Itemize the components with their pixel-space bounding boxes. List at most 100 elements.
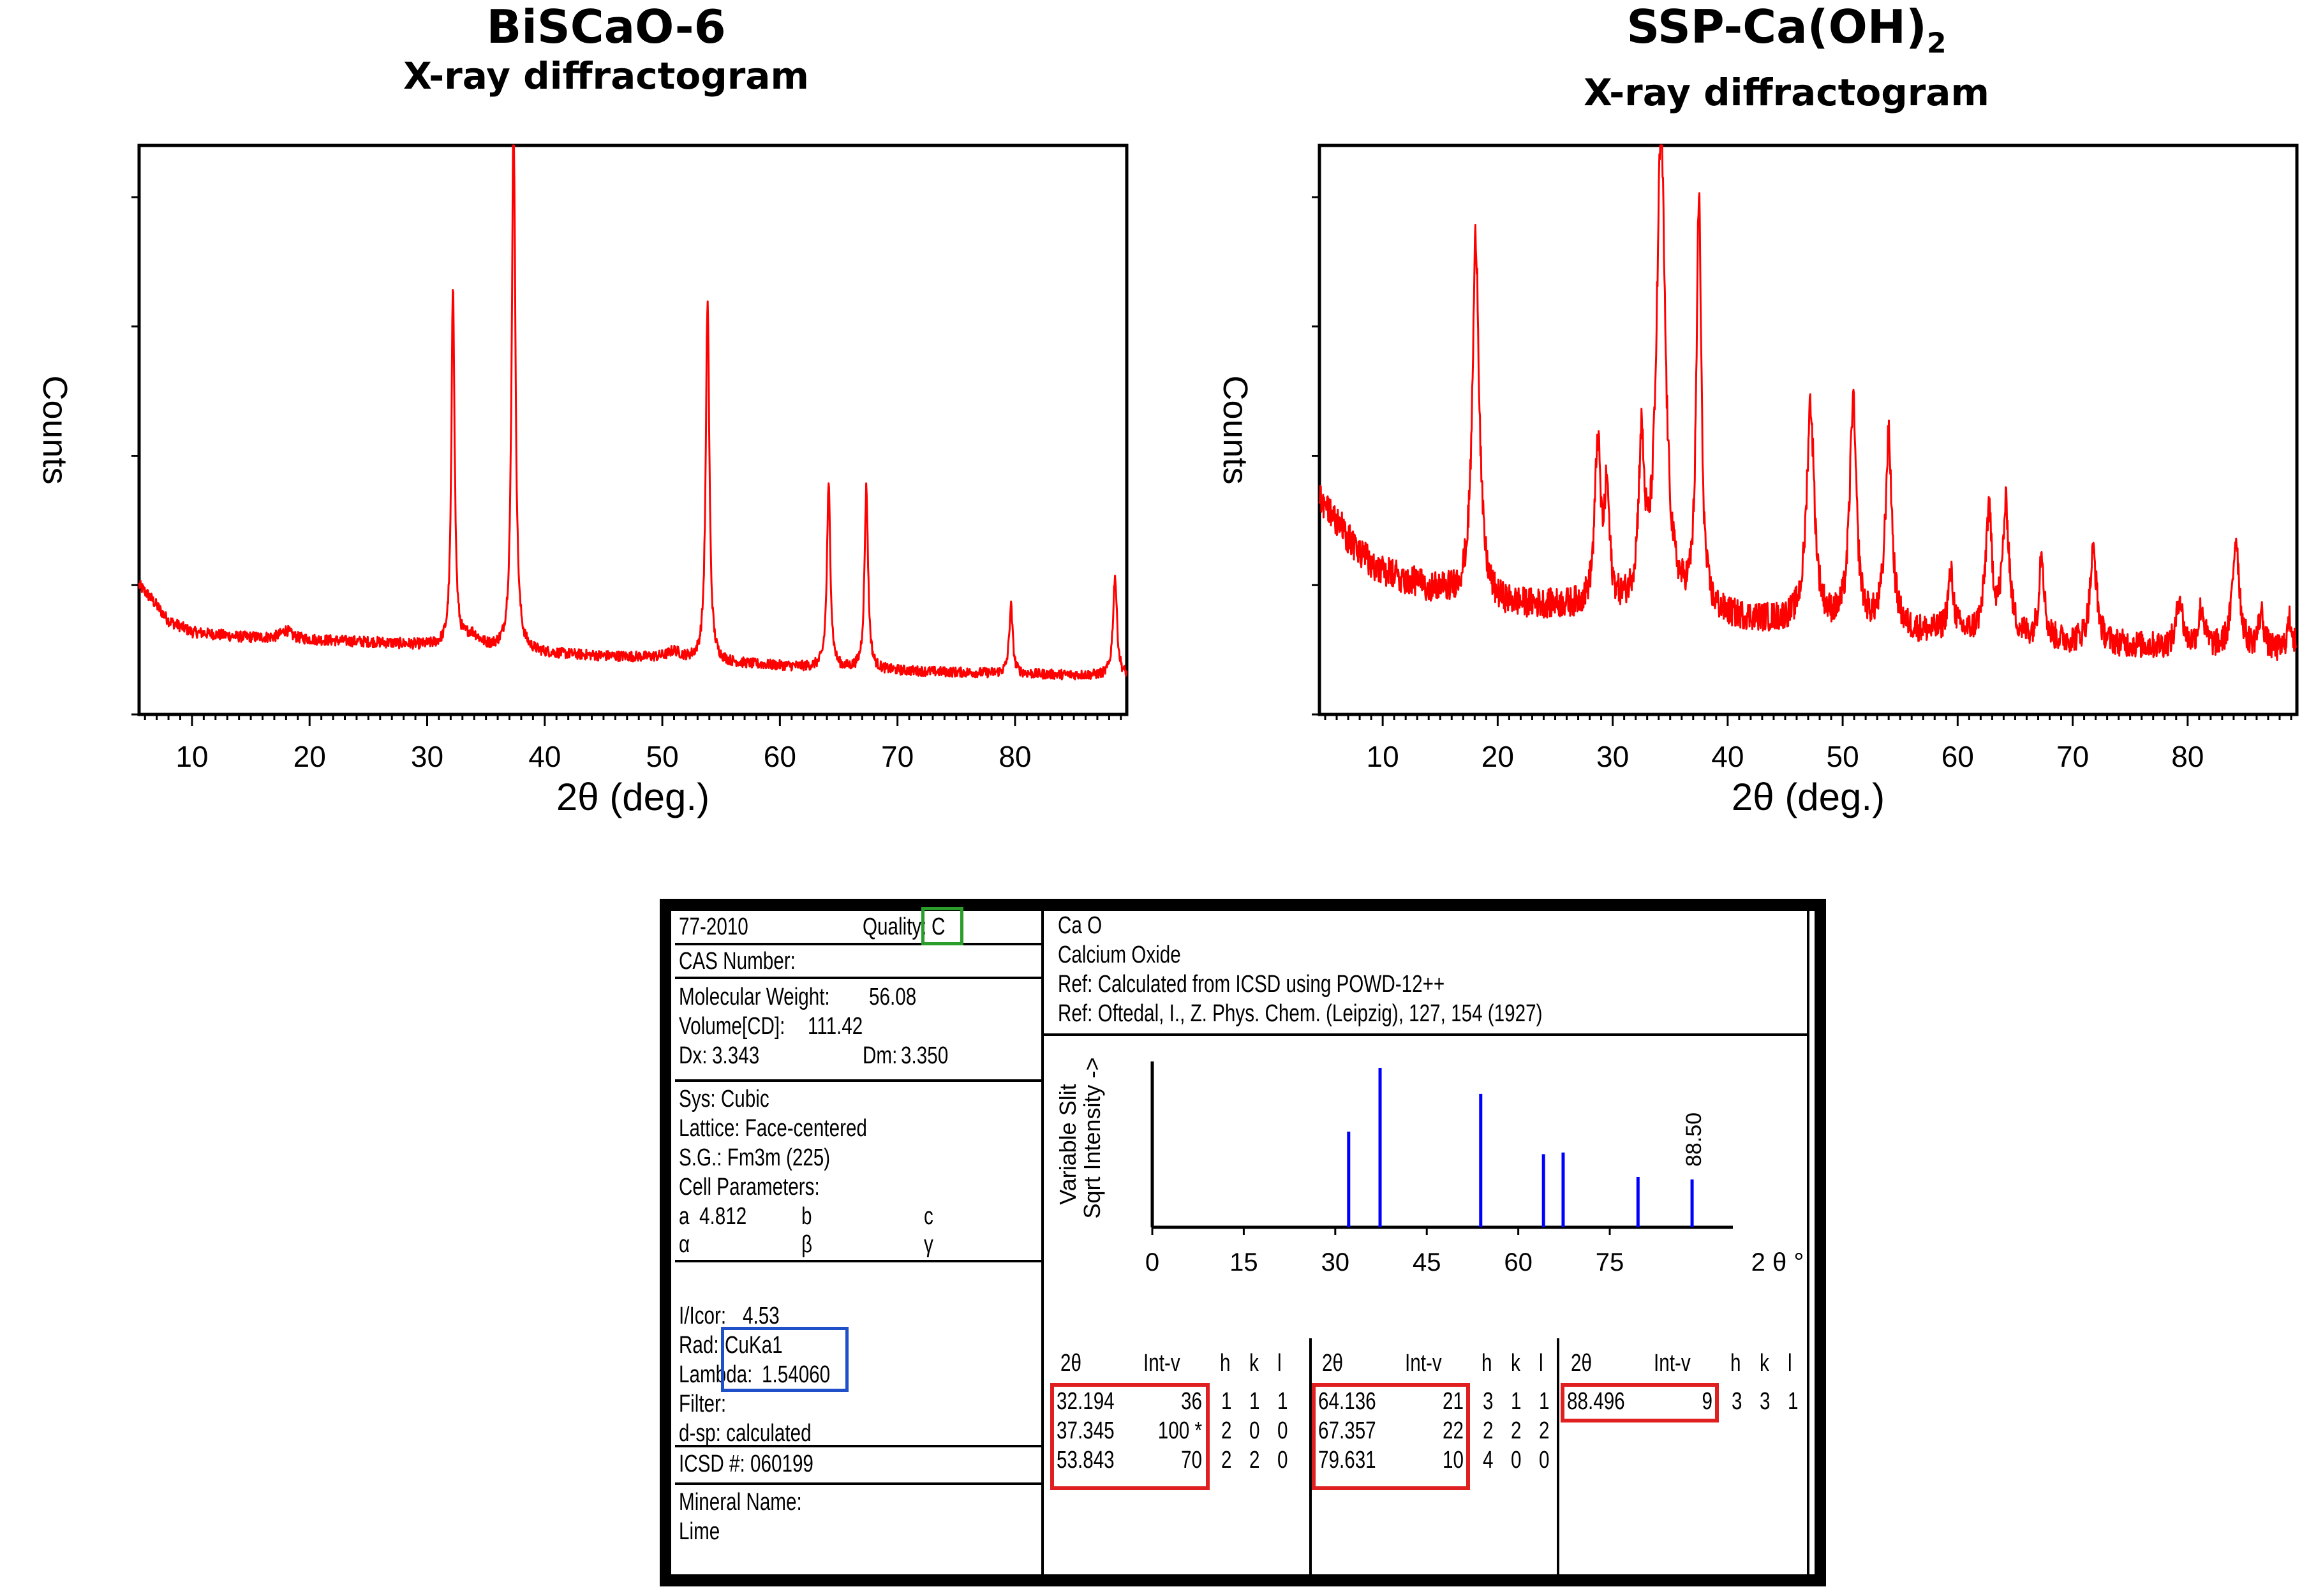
icor-label: I/Icor: <box>679 1303 727 1329</box>
reflection-h: 2 <box>1483 1417 1494 1444</box>
crystal-system: Sys: Cubic <box>679 1086 769 1112</box>
filter: Filter: <box>679 1391 727 1417</box>
peak-annotation: 88.50 <box>1682 1112 1706 1167</box>
x-tick-label: 60 <box>1942 740 1974 773</box>
cas-number: CAS Number: <box>679 948 796 975</box>
x-tick-label: 30 <box>411 740 443 773</box>
volume-label: Volume[CD]: <box>679 1013 785 1040</box>
lattice: Lattice: Face-centered <box>679 1115 867 1142</box>
reflection-k: 1 <box>1249 1388 1260 1415</box>
y-axis-label: Variable Slit <box>1055 1084 1081 1204</box>
reflection-intensity: 21 <box>1443 1388 1464 1415</box>
x-tick-label: 60 <box>1504 1248 1533 1276</box>
x-tick-label: 60 <box>764 740 796 773</box>
reflection-h: 3 <box>1732 1388 1742 1415</box>
x-tick-label: 50 <box>646 740 678 773</box>
reflection-intensity: 70 <box>1181 1447 1202 1474</box>
x-tick-label: 30 <box>1596 740 1629 773</box>
reflections-highlight-2 <box>1312 1383 1470 1490</box>
reflection-2theta: 88.496 <box>1567 1388 1625 1415</box>
x-tick-label: 20 <box>1481 740 1514 773</box>
lambda-label: Lambda: <box>679 1361 753 1388</box>
icsd-number: ICSD #: 060199 <box>679 1451 813 1477</box>
x-axis-label: 2θ (deg.) <box>1732 776 1885 818</box>
column-header-h: h <box>1220 1350 1231 1377</box>
divider <box>675 943 1043 945</box>
reference-1: Ref: Calculated from ICSD using POWD-12+… <box>1058 971 1445 998</box>
radiation-highlight <box>721 1327 849 1392</box>
column-header-l: l <box>1539 1350 1543 1377</box>
reflection-2theta: 79.631 <box>1318 1447 1376 1474</box>
cell-a-label: a <box>679 1203 690 1230</box>
x-tick-label: 80 <box>2171 740 2204 773</box>
column-header-h: h <box>1481 1350 1492 1377</box>
reflection-k: 0 <box>1511 1447 1522 1474</box>
diffraction-trace <box>1318 144 2298 661</box>
left-subtitle: X-ray diffractogram <box>403 54 809 98</box>
column-divider <box>1807 911 1809 1574</box>
column-header-intensity: Int-v <box>1143 1350 1180 1377</box>
reflection-2theta: 37.345 <box>1057 1417 1115 1444</box>
reflection-l: 0 <box>1277 1417 1288 1444</box>
reflection-l: 1 <box>1539 1388 1550 1415</box>
x-tick-label: 0 <box>1145 1248 1159 1276</box>
cell-alpha: α <box>679 1231 690 1258</box>
x-tick-label: 30 <box>1321 1248 1350 1276</box>
x-tick-label: 10 <box>1367 740 1399 773</box>
reflection-k: 0 <box>1249 1417 1260 1444</box>
volume-value: 111.42 <box>808 1013 863 1040</box>
x-axis-label: 2θ (deg.) <box>556 776 709 818</box>
divider <box>1041 1033 1807 1036</box>
reflection-l: 0 <box>1277 1447 1288 1474</box>
space-group: S.G.: Fm3m (225) <box>679 1144 831 1171</box>
reflection-2theta: 32.194 <box>1057 1388 1115 1415</box>
formula: Ca O <box>1058 912 1103 939</box>
column-header-l: l <box>1277 1350 1282 1377</box>
quality-highlight <box>921 907 963 945</box>
dx-label: Dx: <box>679 1042 708 1069</box>
column-header-k: k <box>1760 1350 1769 1377</box>
mineral-label: Mineral Name: <box>679 1489 802 1516</box>
dm-value: 3.350 <box>901 1042 949 1069</box>
compound-name: Calcium Oxide <box>1058 942 1181 968</box>
x-tick-label: 45 <box>1413 1248 1441 1276</box>
d-spacing: d-sp: calculated <box>679 1420 812 1447</box>
divider <box>675 1482 1043 1485</box>
column-divider <box>1557 1338 1559 1574</box>
pdf-card: 77-2010 Quality: C CAS Number: Molecular… <box>671 907 1815 1574</box>
cell-a-value: 4.812 <box>699 1203 747 1230</box>
plot-frame <box>137 144 1129 716</box>
mw-value: 56.08 <box>869 984 917 1010</box>
x-tick-label: 70 <box>881 740 914 773</box>
reflection-h: 2 <box>1221 1447 1232 1474</box>
right-subtitle: X-ray diffractogram <box>1584 71 1989 115</box>
reflection-l: 2 <box>1539 1417 1550 1444</box>
reflection-2theta: 67.357 <box>1318 1417 1376 1444</box>
x-tick-label: 80 <box>999 740 1031 773</box>
x-tick-label: 50 <box>1826 740 1859 773</box>
rad-label: Rad: <box>679 1332 719 1359</box>
reflection-2theta: 64.136 <box>1318 1388 1376 1415</box>
divider <box>675 1260 1043 1262</box>
icor-value: 4.53 <box>743 1303 780 1329</box>
column-header-k: k <box>1249 1350 1259 1377</box>
reflection-k: 2 <box>1249 1447 1260 1474</box>
y-axis-label: Sqrt Intensity -> <box>1079 1057 1105 1218</box>
column-header-intensity: Int-v <box>1654 1350 1691 1377</box>
reflection-l: 1 <box>1277 1388 1288 1415</box>
x-tick-label: 40 <box>1711 740 1744 773</box>
x-tick-label: 70 <box>2056 740 2089 773</box>
reflection-l: 1 <box>1788 1388 1799 1415</box>
column-header-intensity: Int-v <box>1405 1350 1442 1377</box>
right-panel-title: SSP-Ca(OH)2 X-ray diffractogram <box>1563 0 2010 115</box>
quality-label: Quality: <box>863 913 927 940</box>
left-title: BiSCaO-6 <box>486 0 726 54</box>
mw-label: Molecular Weight: <box>679 984 830 1010</box>
cell-b-label: b <box>801 1203 812 1230</box>
column-header-2theta: 2θ <box>1060 1350 1081 1377</box>
reflection-intensity: 10 <box>1443 1447 1464 1474</box>
reflection-intensity: 9 <box>1702 1388 1712 1415</box>
x-tick-label: 10 <box>175 740 208 773</box>
reflections-highlight-1 <box>1050 1383 1210 1490</box>
